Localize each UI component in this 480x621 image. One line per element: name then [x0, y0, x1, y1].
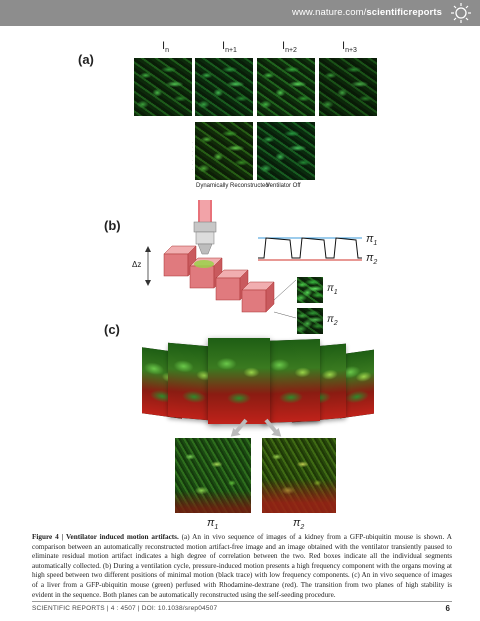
plane-label-pi2: π2 [327, 314, 338, 327]
liver-label-pi1: π1 [207, 517, 218, 531]
footer-journal: SCIENTIFIC REPORTS [32, 605, 105, 612]
caption-dynamically-reconstructed: Dynamically Reconstructed [196, 183, 269, 189]
liver-seq-frame-3 [208, 338, 270, 424]
dz-label: Δz [132, 260, 141, 269]
kidney-image-n [134, 58, 192, 116]
footer-citation: SCIENTIFIC REPORTS | 4 : 4507 | DOI: 10.… [32, 605, 217, 612]
selection-arrows [226, 418, 286, 440]
page-number: 6 [446, 604, 450, 613]
column-label-n3: In+3 [342, 40, 357, 54]
liver-plane-pi1 [175, 438, 251, 513]
tissue-cubes [164, 246, 274, 312]
journal-url[interactable]: www.nature.com/scientificreports [292, 7, 442, 18]
journal-header-bar: www.nature.com/scientificreports [0, 0, 480, 26]
kidney-image-n1 [195, 58, 253, 116]
panel-b-label: (b) [104, 218, 121, 233]
trace-label-pi1: π1 [366, 233, 377, 247]
arrow-down-right-icon [266, 420, 283, 437]
footer-divider [32, 601, 452, 602]
panel-c-label: (c) [104, 322, 120, 337]
ventilator-off-image [257, 122, 315, 180]
plane-pi2-image [297, 308, 323, 334]
footer-doi[interactable]: | 4 : 4507 | DOI: 10.1038/srep04507 [105, 605, 217, 612]
arrow-down-left-icon [229, 420, 246, 437]
kidney-image-n2 [257, 58, 315, 116]
kidney-image-n3 [319, 58, 377, 116]
journal-logo-icon [450, 2, 472, 24]
url-prefix: www.nature.com/ [292, 7, 366, 18]
column-label-n1: In+1 [222, 40, 237, 54]
figure-caption: Figure 4 | Ventilator induced motion art… [32, 533, 452, 600]
plane-pi1-image [297, 277, 323, 303]
plane-label-pi1: π1 [327, 283, 338, 296]
objective-lens-icon [194, 222, 216, 232]
liver-plane-pi2 [262, 438, 336, 513]
liver-seq-frame-4 [262, 339, 320, 423]
caption-ventilator-off: Ventilator Off [266, 183, 301, 189]
caption-lead: Figure 4 | Ventilator induced motion art… [32, 533, 179, 541]
url-strong: scientificreports [366, 7, 442, 18]
ventilation-diagram [140, 200, 440, 335]
liver-label-pi2: π2 [293, 517, 304, 531]
trace-label-pi2: π2 [366, 252, 377, 266]
panel-a-label: (a) [78, 52, 94, 67]
column-label-n2: In+2 [282, 40, 297, 54]
reconstructed-image [195, 122, 253, 180]
column-label-n: In [162, 40, 169, 54]
caption-body: (a) An in vivo sequence of images of a k… [32, 533, 452, 599]
motion-trace [258, 238, 362, 258]
